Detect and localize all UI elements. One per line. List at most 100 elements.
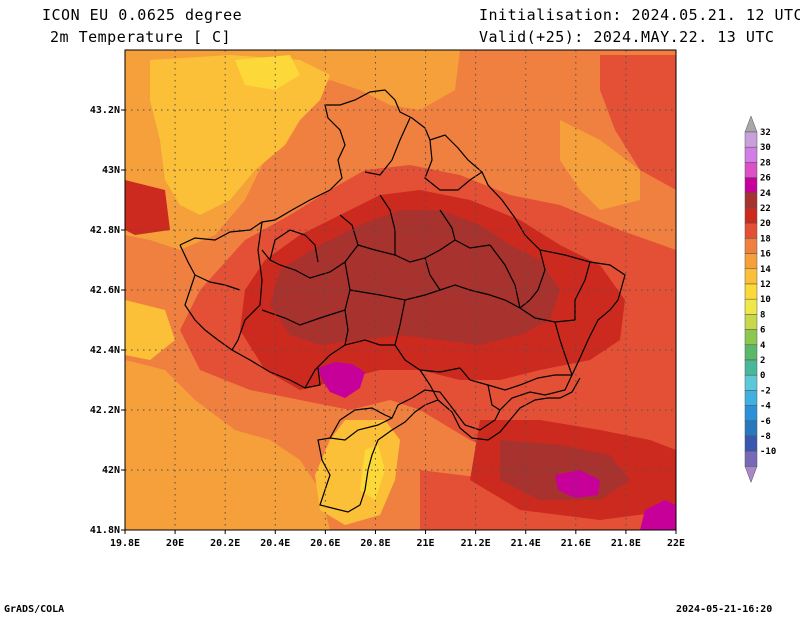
initialisation-time: Initialisation: 2024.05.21. 12 UTC bbox=[479, 6, 800, 24]
temperature-map: 19.8E 20E 20.2E 20.4E 20.6E 20.8E 21E 21.2E 21.4… bbox=[90, 49, 776, 549]
colorbar-swatch bbox=[744, 253, 758, 270]
colorbar-swatch bbox=[744, 131, 758, 148]
longitude-axis: 19.8E 20E 20.2E 20.4E 20.6E 20.8E 21E 21.2E 21.4… bbox=[110, 530, 685, 549]
lat-tick-label: 42N bbox=[102, 465, 120, 476]
hotspot-south-central bbox=[318, 362, 365, 398]
colorbar-swatch bbox=[744, 222, 758, 239]
colorbar-label: 26 bbox=[760, 174, 771, 184]
colorbar-label: -10 bbox=[760, 447, 776, 457]
district-b bbox=[357, 239, 456, 263]
lon-tick-label: 19.8E bbox=[110, 538, 140, 549]
software-credit: GrADS/COLA bbox=[4, 604, 65, 615]
colorbar-label: -4 bbox=[760, 402, 771, 412]
lat-tick-label: 42.8N bbox=[90, 225, 120, 236]
latitude-axis: 43.2N 43N 42.8N 42.6N 42.4N 42.2N 42N 41.8N bbox=[90, 105, 125, 536]
colorbar-label: 0 bbox=[760, 371, 765, 381]
zone-20-west bbox=[125, 180, 170, 235]
colorbar-swatch bbox=[744, 405, 758, 422]
inner-border-lake bbox=[194, 274, 241, 291]
district-s bbox=[329, 407, 393, 439]
colorbar-label: 6 bbox=[760, 326, 765, 336]
colorbar-swatch bbox=[744, 298, 758, 315]
district-j bbox=[459, 367, 572, 391]
district-p bbox=[519, 249, 546, 309]
colorbar-label: 30 bbox=[760, 143, 771, 153]
colorbar-swatch bbox=[744, 162, 758, 178]
zone-14-south bbox=[315, 420, 400, 525]
district-k bbox=[489, 244, 521, 309]
lon-tick-label: 20.8E bbox=[360, 538, 390, 549]
colorbar-swatch bbox=[744, 238, 758, 254]
lon-tick-label: 20.4E bbox=[260, 538, 290, 549]
zone-12-north bbox=[235, 55, 300, 90]
colorbar-label: 20 bbox=[760, 219, 771, 229]
lon-tick-label: 21E bbox=[417, 538, 435, 549]
valid-time: Valid(+25): 2024.MAY.22. 13 UTC bbox=[479, 28, 775, 46]
lon-tick-label: 21.8E bbox=[611, 538, 641, 549]
district-c bbox=[379, 194, 396, 255]
lat-tick-label: 42.6N bbox=[90, 285, 120, 296]
colorbar-swatch bbox=[744, 207, 758, 224]
district-d bbox=[439, 209, 491, 249]
district-o bbox=[424, 139, 483, 191]
colorbar-label: 14 bbox=[760, 265, 771, 275]
lon-tick-label: 20.2E bbox=[210, 538, 240, 549]
colorbar-swatch bbox=[744, 177, 758, 194]
colorbar-swatch bbox=[744, 314, 758, 330]
colorbar-swatch bbox=[744, 359, 758, 376]
colorbar-label: 18 bbox=[760, 234, 771, 244]
hotspot-southeast bbox=[555, 470, 600, 498]
lat-tick-label: 42.2N bbox=[90, 405, 120, 416]
colorbar-swatch bbox=[744, 146, 758, 163]
colorbar-swatch bbox=[744, 329, 758, 346]
district-t bbox=[487, 384, 501, 411]
lat-tick-label: 42.4N bbox=[90, 345, 120, 356]
lon-tick-label: 20E bbox=[166, 538, 184, 549]
lon-tick-label: 20.6E bbox=[310, 538, 340, 549]
render-timestamp: 2024-05-21-16:20 bbox=[676, 604, 773, 615]
district-q bbox=[574, 261, 591, 320]
colorbar-label: 10 bbox=[760, 295, 771, 305]
colorbar-label: -6 bbox=[760, 417, 771, 427]
lon-tick-label: 21.4E bbox=[511, 538, 541, 549]
colorbar-swatch bbox=[744, 420, 758, 437]
temperature-field bbox=[125, 50, 676, 530]
lon-tick-label: 21.6E bbox=[561, 538, 591, 549]
district-u bbox=[269, 229, 319, 263]
variable-title: 2m Temperature [ C] bbox=[50, 28, 232, 46]
colorbar-label: 2 bbox=[760, 356, 765, 366]
colorbar-swatch bbox=[744, 390, 758, 406]
colorbar-label: 22 bbox=[760, 204, 771, 214]
colorbar-swatch bbox=[744, 283, 758, 300]
grid-lines bbox=[125, 50, 676, 530]
colorbar-swatch bbox=[744, 344, 758, 361]
lat-tick-label: 43N bbox=[102, 165, 120, 176]
colorbar-label: 4 bbox=[760, 341, 766, 351]
colorbar-top-arrow bbox=[744, 115, 758, 133]
inner-border-southwest bbox=[179, 244, 233, 351]
colorbar-label: 8 bbox=[760, 310, 765, 320]
lon-tick-label: 21.2E bbox=[461, 538, 491, 549]
zone-16-southwest bbox=[125, 360, 330, 530]
colorbar-label: 12 bbox=[760, 280, 771, 290]
zone-12-south bbox=[360, 445, 385, 500]
colorbar-bottom-arrow bbox=[744, 466, 758, 484]
model-title: ICON EU 0.0625 degree bbox=[42, 6, 243, 24]
district-m bbox=[554, 321, 573, 376]
zone-16-northeast bbox=[560, 120, 640, 210]
hotspot-corner bbox=[640, 500, 676, 530]
colorbar-swatch bbox=[744, 374, 758, 391]
colorbar-swatch bbox=[744, 450, 758, 467]
colorbar-swatch bbox=[744, 268, 758, 285]
colorbar-label: 28 bbox=[760, 158, 771, 168]
colorbar-label: 24 bbox=[760, 189, 771, 199]
district-r bbox=[419, 369, 439, 401]
colorbar-label: -2 bbox=[760, 386, 771, 396]
colorbar-swatch bbox=[744, 435, 758, 452]
colorbar-swatch bbox=[744, 192, 758, 209]
lon-tick-label: 22E bbox=[667, 538, 685, 549]
zone-14-southwest bbox=[125, 300, 175, 360]
colorbar-label: 32 bbox=[760, 128, 771, 138]
colorbar-label: 16 bbox=[760, 250, 771, 260]
